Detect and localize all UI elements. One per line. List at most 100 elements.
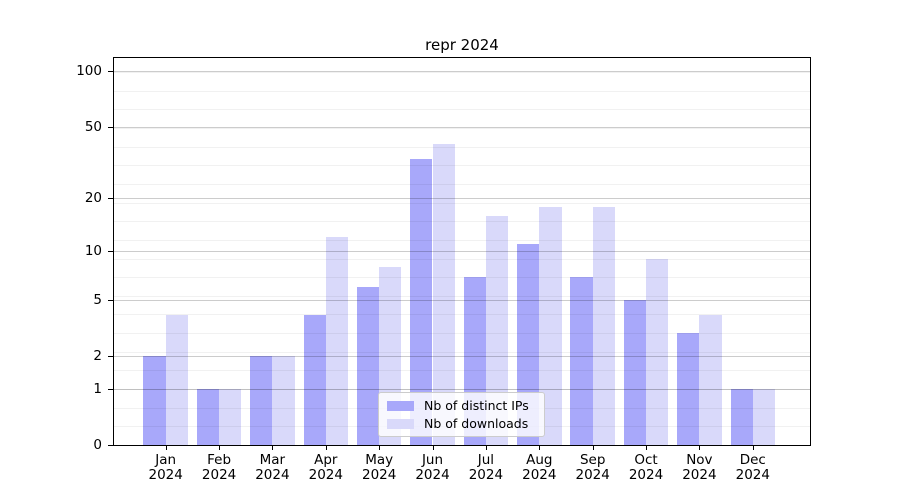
x-tick-label-dec: Dec 2024	[721, 453, 785, 483]
gridline-minor	[114, 165, 810, 167]
y-tick-mark	[108, 250, 113, 252]
y-tick-label: 5	[93, 291, 102, 308]
y-tick-mark	[108, 388, 113, 390]
bar-distinct-ips-sep	[570, 276, 593, 445]
bar-downloads-feb	[219, 388, 242, 445]
x-tick-month: Jan	[155, 452, 177, 468]
bar-distinct-ips-feb	[196, 388, 220, 445]
bar-downloads-nov	[699, 314, 722, 445]
y-tick-mark	[108, 198, 113, 200]
gridline-minor	[114, 109, 810, 111]
x-tick-year: 2024	[201, 467, 237, 483]
bar-distinct-ips-mar	[250, 356, 273, 445]
gridline-minor	[114, 90, 810, 92]
x-tick-label-jan: Jan 2024	[134, 453, 198, 483]
gridline-minor	[114, 389, 810, 391]
x-tick-month: Jun	[421, 452, 444, 468]
x-tick-mark	[165, 446, 167, 450]
gridline-major-10	[114, 250, 810, 252]
x-tick-month: May	[365, 452, 394, 468]
gridline-minor	[114, 202, 810, 204]
gridline-major-20	[114, 198, 810, 200]
x-tick-month: Apr	[314, 452, 338, 468]
x-tick-year: 2024	[575, 467, 610, 483]
bar-downloads-aug	[539, 206, 562, 445]
bar-distinct-ips-may	[356, 287, 380, 445]
x-tick-mark	[485, 446, 487, 450]
y-tick-mark	[108, 356, 113, 357]
x-tick-label-aug: Aug 2024	[507, 453, 571, 483]
legend-item-distinct-ips: Nb of distinct IPs	[385, 398, 538, 413]
bar-downloads-apr	[325, 237, 349, 445]
gridline-minor	[114, 146, 810, 148]
y-tick-mark	[108, 299, 113, 301]
gridline-minor	[114, 277, 810, 279]
legend-swatch-downloads	[387, 418, 414, 429]
gridline-minor	[114, 333, 810, 335]
x-tick-month: Sep	[579, 452, 606, 468]
legend-swatch-distinct-ips	[387, 400, 414, 411]
bar-downloads-sep	[592, 206, 615, 445]
bar-downloads-dec	[752, 388, 776, 445]
gridline-minor	[114, 258, 810, 260]
x-tick-label-oct: Oct 2024	[614, 453, 678, 483]
y-tick-mark	[108, 445, 113, 446]
x-tick-month: Feb	[207, 452, 232, 468]
bar-distinct-ips-apr	[303, 314, 326, 445]
legend-label-distinct-ips: Nb of distinct IPs	[424, 398, 529, 413]
x-tick-mark	[432, 446, 434, 450]
x-tick-year: 2024	[255, 467, 290, 483]
x-tick-year: 2024	[308, 467, 343, 483]
y-tick-mark	[108, 71, 113, 73]
y-tick-label: 50	[84, 118, 102, 135]
bar-distinct-ips-jun	[410, 159, 433, 445]
y-tick-label: 100	[76, 63, 102, 80]
x-tick-year: 2024	[362, 467, 397, 483]
bar-distinct-ips-nov	[677, 332, 700, 445]
plot-area	[114, 58, 810, 445]
gridline-minor	[114, 239, 810, 241]
y-tick-label: 10	[84, 242, 102, 259]
gridline-minor	[114, 351, 810, 353]
legend-item-downloads: Nb of downloads	[385, 416, 538, 431]
chart-title: repr 2024	[425, 36, 499, 54]
gridline-minor	[114, 127, 810, 129]
x-tick-month: Oct	[634, 452, 658, 468]
gridline-minor	[114, 314, 810, 316]
x-tick-month: Dec	[739, 452, 766, 468]
x-tick-label-may: May 2024	[347, 453, 411, 483]
x-tick-month: Aug	[526, 452, 553, 468]
x-tick-mark	[592, 446, 594, 450]
x-tick-year: 2024	[415, 467, 450, 483]
x-tick-mark	[325, 446, 327, 450]
gridline-major-1	[114, 388, 810, 390]
x-tick-mark	[752, 446, 754, 450]
y-tick-label: 20	[84, 190, 102, 207]
bar-downloads-jul	[485, 215, 509, 445]
x-tick-mark	[379, 446, 381, 450]
gridline-major-2	[114, 356, 810, 357]
bar-distinct-ips-jan	[143, 356, 166, 445]
x-tick-year: 2024	[682, 467, 717, 483]
x-tick-month: Jul	[477, 452, 495, 468]
x-tick-mark	[699, 446, 701, 450]
x-tick-mark	[646, 446, 647, 450]
y-tick-label: 2	[93, 348, 102, 364]
gridline-major-100	[114, 71, 810, 73]
x-tick-label-sep: Sep 2024	[561, 453, 625, 483]
bar-downloads-mar	[272, 356, 295, 445]
bar-downloads-jan	[165, 314, 188, 445]
x-tick-label-mar: Mar 2024	[240, 453, 304, 483]
gridline-minor	[114, 370, 810, 372]
gridline-minor	[114, 221, 810, 223]
x-tick-month: Mar	[259, 452, 286, 468]
y-tick-mark	[108, 126, 113, 128]
legend: Nb of distinct IPs Nb of downloads	[378, 392, 545, 437]
x-tick-year: 2024	[735, 467, 770, 483]
y-tick-label: 1	[93, 380, 102, 397]
y-tick-label: 0	[93, 437, 102, 453]
gridline-minor	[114, 72, 810, 73]
bar-distinct-ips-dec	[730, 388, 753, 445]
x-tick-year: 2024	[468, 467, 504, 483]
